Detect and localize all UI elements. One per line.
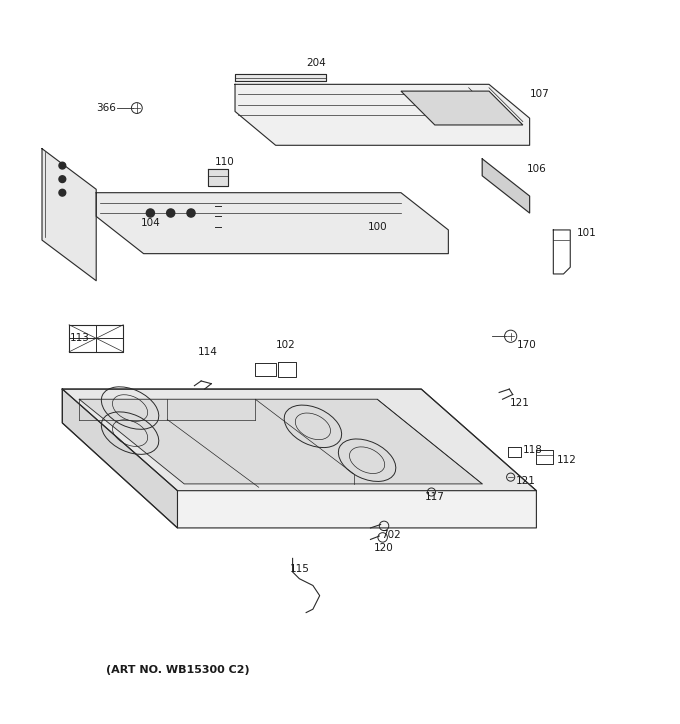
Text: 366: 366 [97, 103, 116, 113]
Text: 106: 106 [526, 164, 546, 174]
Polygon shape [96, 193, 448, 253]
Polygon shape [63, 389, 537, 491]
Polygon shape [63, 389, 537, 528]
Circle shape [59, 162, 66, 169]
Text: 117: 117 [425, 492, 445, 502]
Circle shape [167, 209, 175, 217]
Text: 110: 110 [215, 157, 235, 167]
Text: 118: 118 [523, 445, 543, 455]
Text: 115: 115 [290, 563, 309, 573]
Circle shape [59, 189, 66, 196]
Text: 113: 113 [69, 333, 89, 343]
Text: 120: 120 [374, 543, 394, 553]
Polygon shape [482, 159, 530, 213]
Polygon shape [401, 91, 523, 125]
Text: 702: 702 [381, 530, 401, 539]
Text: 114: 114 [198, 347, 218, 357]
Text: 100: 100 [367, 222, 387, 232]
Text: (ART NO. WB15300 C2): (ART NO. WB15300 C2) [106, 665, 250, 675]
Text: 101: 101 [577, 228, 597, 238]
Polygon shape [208, 169, 228, 186]
Text: 107: 107 [530, 90, 549, 99]
Polygon shape [42, 148, 96, 281]
Polygon shape [235, 74, 326, 81]
Polygon shape [63, 389, 177, 528]
Circle shape [146, 209, 154, 217]
Circle shape [59, 176, 66, 182]
Text: 121: 121 [516, 476, 536, 486]
Text: 102: 102 [276, 340, 296, 350]
Polygon shape [80, 399, 482, 484]
Text: 170: 170 [516, 340, 536, 350]
Text: 121: 121 [509, 397, 530, 408]
Polygon shape [235, 84, 530, 146]
Text: 104: 104 [141, 218, 160, 228]
Circle shape [187, 209, 195, 217]
Text: 112: 112 [557, 455, 577, 466]
Text: 204: 204 [307, 58, 326, 67]
